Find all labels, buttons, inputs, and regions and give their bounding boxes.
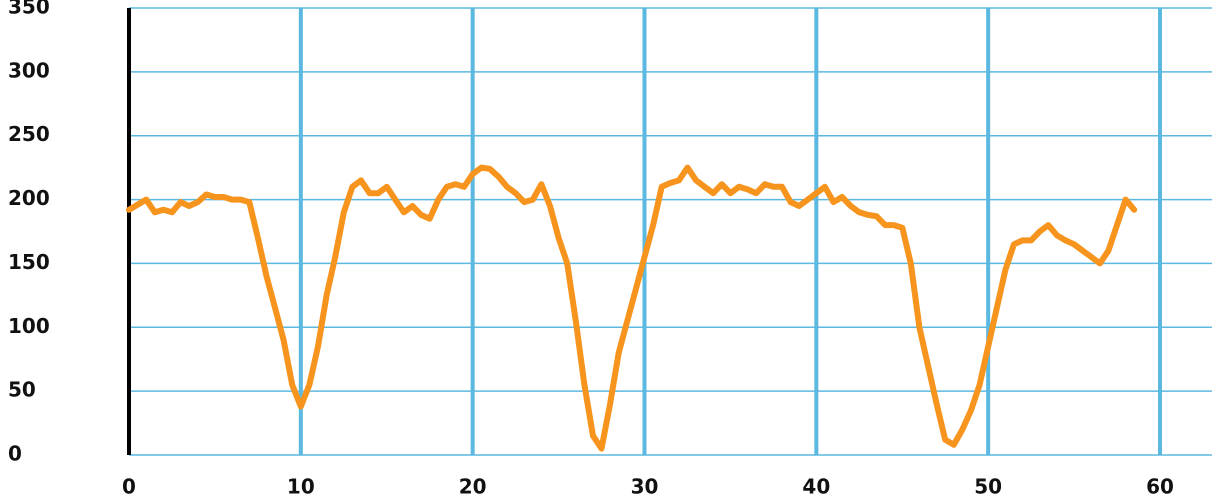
x-tick-label: 0 [122, 475, 136, 499]
data-line [126, 164, 1138, 452]
x-tick-label: 40 [802, 475, 830, 499]
y-tick-label: 150 [8, 250, 50, 274]
y-tick-label: 50 [8, 378, 36, 402]
x-tick-label: 60 [1146, 475, 1174, 499]
y-tick-label: 0 [8, 442, 22, 466]
y-tick-label: 100 [8, 314, 50, 338]
y-tick-label: 250 [8, 122, 50, 146]
x-tick-label: 50 [974, 475, 1002, 499]
y-tick-label: 350 [8, 0, 50, 19]
y-tick-label: 200 [8, 186, 50, 210]
x-tick-label: 30 [631, 475, 659, 499]
x-tick-label: 10 [287, 475, 315, 499]
y-tick-label: 300 [8, 58, 50, 82]
x-tick-label: 20 [459, 475, 487, 499]
